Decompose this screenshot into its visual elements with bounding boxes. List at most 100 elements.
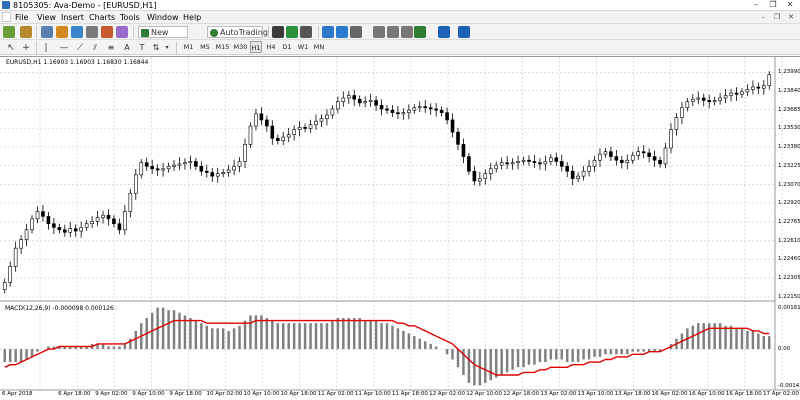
candle-body <box>674 117 679 131</box>
profiles-icon[interactable] <box>20 26 32 38</box>
candle-body <box>275 137 280 142</box>
candle-body <box>379 104 384 110</box>
candle-body <box>417 106 422 109</box>
timeframe-m30[interactable]: M30 <box>233 43 248 51</box>
candle-body <box>90 220 94 225</box>
cursor-icon[interactable]: ↖ <box>7 43 15 53</box>
line-chart-icon[interactable] <box>300 26 312 38</box>
candle-body <box>423 106 428 109</box>
candle-body <box>73 228 78 232</box>
timeframe-w1[interactable]: W1 <box>297 43 309 51</box>
candle-body <box>265 119 269 127</box>
candle-body <box>499 162 504 166</box>
arrows-icon[interactable]: ⇅ <box>152 43 160 52</box>
candle-body <box>701 97 706 101</box>
market-watch-icon[interactable] <box>41 26 53 38</box>
mdi-minimize-button[interactable]: – <box>761 13 765 21</box>
data-window-icon[interactable] <box>56 26 68 38</box>
time-tick-label: 6 Apr 2018 <box>2 391 33 397</box>
chart-window-icon[interactable] <box>2 12 11 22</box>
menu-tools[interactable]: Tools <box>120 13 140 22</box>
candle-body <box>95 217 100 222</box>
candle-body <box>461 144 466 157</box>
candle-body <box>581 170 586 177</box>
candle-body <box>166 166 171 170</box>
tile-windows-icon[interactable] <box>350 26 362 38</box>
price-candles <box>2 71 772 294</box>
new-chart-icon[interactable] <box>3 26 15 38</box>
maximize-button[interactable]: ❐ <box>769 0 777 9</box>
menu-help[interactable]: Help <box>183 13 202 22</box>
grid <box>0 57 783 390</box>
time-tick-label: 12 Apr 02:00 <box>429 391 465 397</box>
candle-body <box>248 125 253 145</box>
bar-chart-icon[interactable] <box>272 26 284 38</box>
strategy-tester-icon[interactable] <box>101 26 113 38</box>
close-button[interactable]: ✕ <box>786 0 794 9</box>
candle-body <box>729 92 733 96</box>
indicators-icon[interactable] <box>414 26 426 38</box>
menu-file[interactable]: File <box>15 13 29 22</box>
candle-body <box>647 152 651 157</box>
text-icon[interactable]: A <box>124 43 130 52</box>
channel-icon[interactable]: ⫽ <box>93 43 97 52</box>
menu-insert[interactable]: Insert <box>61 13 84 22</box>
timeframe-h1[interactable]: H1 <box>250 41 262 53</box>
chart-canvas[interactable] <box>0 57 800 400</box>
timeframe-d1[interactable]: D1 <box>282 43 292 51</box>
candle-body <box>341 97 346 102</box>
zoom-out-icon[interactable] <box>336 26 348 38</box>
autotrading-button[interactable]: AutoTrading <box>207 26 268 38</box>
timeframe-mn[interactable]: MN <box>313 43 325 51</box>
candle-body <box>194 161 198 167</box>
candle-body <box>314 120 318 126</box>
candle-body <box>19 239 23 249</box>
timeframe-h4[interactable]: H4 <box>266 43 276 51</box>
line-studies-toolbar: ↖ + | — ⟋ ⫽ ≡ A T ⇅ ▾ M1 M5 M15 M30 H1 H… <box>0 40 800 55</box>
crosshair-icon[interactable]: + <box>22 43 30 53</box>
timeframe-m15[interactable]: M15 <box>215 43 230 51</box>
label-icon[interactable]: T <box>139 43 145 52</box>
navigator-icon[interactable] <box>71 26 83 38</box>
periods-icon[interactable] <box>438 26 450 38</box>
zoom-in-icon[interactable] <box>322 26 334 38</box>
periodicity-icon[interactable] <box>401 26 413 38</box>
chart-shift-icon[interactable] <box>373 26 385 38</box>
candle-body <box>259 113 264 121</box>
new-order-button[interactable]: New Order <box>138 26 188 49</box>
chart-window[interactable]: EURUSD,H1 1.16903 1.16903 1.16830 1.1684… <box>0 56 800 400</box>
menu-view[interactable]: View <box>37 13 56 22</box>
candle-body <box>52 223 56 228</box>
candle-body <box>215 173 220 177</box>
trendline-icon[interactable]: ⟋ <box>76 43 84 53</box>
candle-body <box>41 211 45 217</box>
candle-body <box>128 192 133 212</box>
candle-body <box>467 156 471 172</box>
candlesticks-icon[interactable] <box>286 26 298 38</box>
templates-icon[interactable] <box>458 26 470 38</box>
vertical-line-icon[interactable]: | <box>44 43 48 53</box>
terminal-icon[interactable] <box>86 26 98 38</box>
candle-body <box>155 168 160 171</box>
autoscroll-icon[interactable] <box>387 26 399 38</box>
mdi-close-button[interactable]: ✕ <box>788 13 794 21</box>
fibonacci-icon[interactable]: ≡ <box>107 43 115 52</box>
metaeditor-icon[interactable] <box>116 26 128 38</box>
candle-body <box>505 162 509 165</box>
candle-body <box>712 100 717 102</box>
toolbar-separator <box>176 42 177 54</box>
minimize-button[interactable]: – <box>754 0 758 9</box>
candle-body <box>439 109 444 113</box>
menu-window[interactable]: Window <box>147 13 179 22</box>
candle-body <box>35 211 40 220</box>
menu-charts[interactable]: Charts <box>89 13 116 22</box>
mdi-restore-button[interactable]: ❐ <box>773 13 781 21</box>
candle-body <box>521 159 526 162</box>
timeframe-m1[interactable]: M1 <box>183 43 194 51</box>
timeframe-m5[interactable]: M5 <box>200 43 210 51</box>
chevron-down-icon[interactable]: ▾ <box>165 44 169 51</box>
candle-body <box>707 100 712 102</box>
candle-body <box>630 155 635 161</box>
toolbar-separator <box>36 26 37 38</box>
horizontal-line-icon[interactable]: — <box>59 43 69 53</box>
